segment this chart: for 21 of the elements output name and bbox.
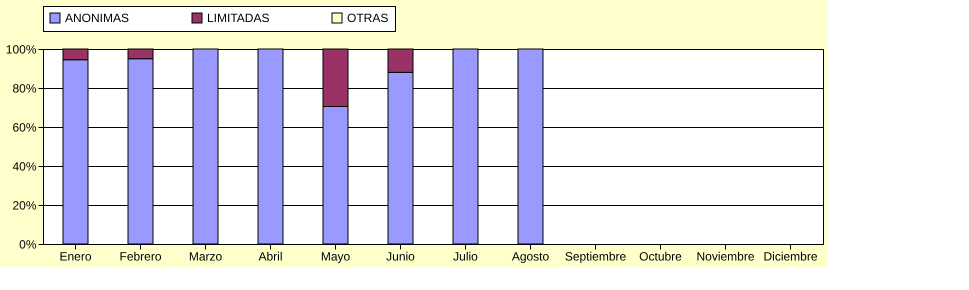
x-tick-label: Junio <box>386 250 416 264</box>
x-tick-label: Julio <box>453 250 478 264</box>
x-tick-label: Mayo <box>320 250 350 264</box>
x-tick-label: Septiembre <box>564 250 627 264</box>
y-tick-label: 80% <box>12 82 37 96</box>
y-tick-label: 0% <box>19 238 37 252</box>
x-tick-label: Octubre <box>639 250 682 264</box>
x-tick-label: Diciembre <box>763 250 818 264</box>
y-tick-label: 100% <box>6 42 37 56</box>
legend-label: ANONIMAS <box>65 11 130 25</box>
x-tick-label: Enero <box>59 250 92 264</box>
legend-label: LIMITADAS <box>207 11 270 25</box>
x-tick-label: Noviembre <box>696 250 755 264</box>
x-tick-label: Febrero <box>119 250 162 264</box>
x-tick-label: Abril <box>258 250 283 264</box>
legend-label: OTRAS <box>347 11 388 25</box>
y-tick-label: 40% <box>12 160 37 174</box>
x-tick-label: Marzo <box>188 250 222 264</box>
x-tick-label: Agosto <box>512 250 550 264</box>
y-tick-label: 60% <box>12 120 37 134</box>
y-tick-label: 20% <box>12 198 37 212</box>
